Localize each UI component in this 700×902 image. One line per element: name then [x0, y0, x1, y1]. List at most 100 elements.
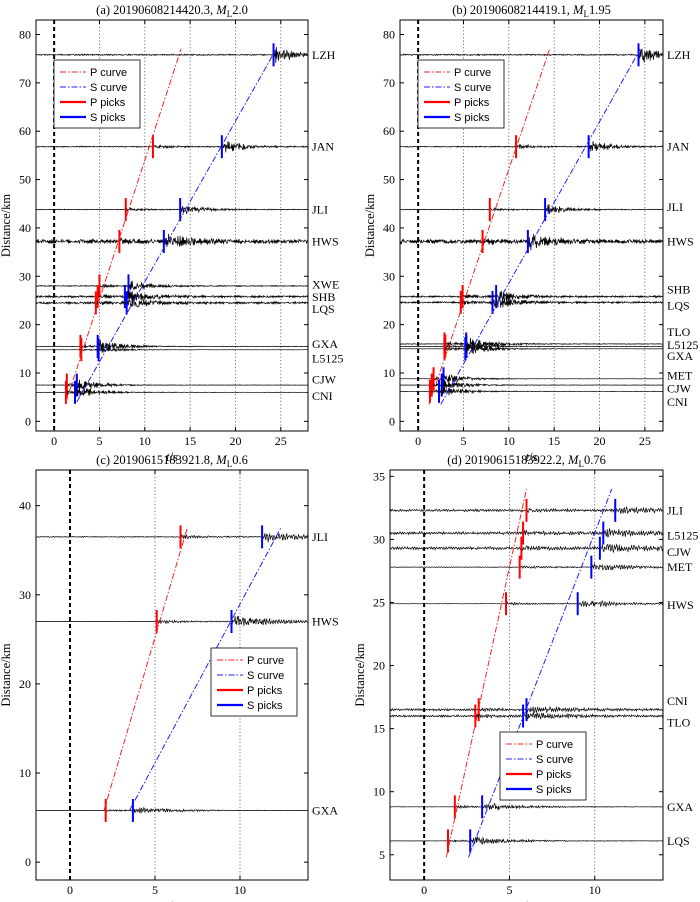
legend-p-curve-label: P curve	[90, 67, 127, 79]
legend: P curve S curve P picks S picks	[210, 647, 298, 717]
s-curve-line	[468, 488, 613, 858]
legend-s-picks-label: S picks	[536, 784, 572, 796]
plot-frame	[399, 19, 664, 432]
y-tick-label: 20	[19, 677, 31, 691]
chart-title: (b) 20190608214419.1, ML1.95	[452, 3, 611, 19]
x-axis-label: t/s	[166, 899, 178, 902]
waveform-trace	[400, 342, 663, 355]
waveform-trace	[400, 204, 663, 215]
station-label: CNI	[667, 694, 688, 708]
chart-title: (a) 20190608214420.3, ML2.0	[96, 3, 248, 19]
y-tick-label: 10	[19, 366, 31, 380]
waveform-trace	[36, 347, 308, 353]
legend-p-picks-label: P picks	[90, 97, 126, 109]
legend-s-picks-label: S picks	[454, 112, 490, 124]
plot-frame	[35, 469, 309, 881]
waveform-trace	[390, 835, 663, 845]
x-tick-label: 10	[234, 883, 246, 897]
chart-panel-a: (a) 20190608214420.3, ML2.0Distance/kmt/…	[0, 3, 343, 464]
station-label: HWS	[667, 234, 694, 248]
station-label: MET	[667, 368, 693, 382]
x-tick-label: 5	[152, 883, 158, 897]
waveform-trace	[400, 48, 663, 63]
title-magnitude-value: 1.95	[589, 3, 611, 17]
x-tick-label: 10	[589, 883, 601, 897]
station-label: TLO	[667, 325, 691, 339]
legend-p-picks-label: P picks	[454, 97, 490, 109]
waveform-trace	[36, 296, 308, 308]
station-label: CNI	[312, 389, 333, 403]
station-label: CJW	[667, 545, 692, 559]
station-label: GXA	[312, 337, 338, 351]
y-tick-label: 70	[383, 76, 395, 90]
waveforms	[36, 525, 308, 822]
title-main: (a) 20190608214420.3,	[96, 3, 216, 17]
y-tick-label: 20	[383, 318, 395, 332]
y-tick-label: 30	[19, 588, 31, 602]
legend-p-picks-label: P picks	[247, 685, 283, 697]
x-tick-label: 15	[548, 434, 560, 448]
x-axis-label: t/s	[521, 899, 533, 902]
y-tick-label: 25	[373, 595, 385, 609]
y-axis-label: Distance/km	[0, 194, 13, 257]
x-axis-label: t/s	[526, 450, 538, 464]
x-axis-label-t: t	[526, 450, 530, 464]
waveforms	[390, 488, 663, 858]
waveform-trace	[36, 615, 308, 627]
y-tick-label: 30	[373, 532, 385, 546]
waveform-trace	[390, 712, 663, 720]
chart-title: (d) 20190615183922.2, ML0.76	[447, 453, 606, 469]
x-axis-label-unit: /s	[170, 450, 178, 464]
station-label: SHB	[312, 290, 335, 304]
y-tick-label: 80	[383, 28, 395, 42]
station-label: L5125	[312, 351, 343, 365]
legend-s-picks-label: S picks	[247, 700, 283, 712]
station-label: GXA	[667, 349, 693, 363]
legend: P curve S curve P picks S picks	[417, 59, 505, 129]
waveform-trace	[400, 380, 663, 389]
y-tick-label: 70	[19, 76, 31, 90]
station-label: SHB	[667, 282, 690, 296]
station-label: CJW	[312, 373, 337, 387]
y-tick-label: 30	[383, 269, 395, 283]
y-tick-label: 5	[379, 848, 385, 862]
station-label: TLO	[667, 715, 691, 729]
station-label: JLI	[312, 530, 328, 544]
legend-s-picks-label: S picks	[90, 112, 126, 124]
y-tick-label: 0	[25, 414, 31, 428]
station-label: LQS	[667, 298, 690, 312]
title-magnitude-sub: L	[578, 459, 584, 469]
y-tick-label: 40	[19, 499, 31, 513]
station-label: LQS	[312, 302, 335, 316]
chart-panel-c: (c) 20190615183921.8, ML0.6Distance/kmt/…	[0, 453, 339, 902]
y-tick-label: 80	[19, 28, 31, 42]
waveform-trace	[400, 290, 663, 302]
y-tick-label: 60	[19, 124, 31, 138]
waveform-trace	[400, 233, 663, 251]
chart-panel-b: (b) 20190608214419.1, ML1.95Distance/kmt…	[363, 3, 698, 464]
y-tick-label: 20	[19, 318, 31, 332]
y-tick-label: 35	[373, 469, 385, 483]
waveform-trace	[36, 532, 308, 543]
legend-p-curve-label: P curve	[247, 655, 284, 667]
waveform-trace	[390, 562, 663, 571]
title-magnitude-symbol: M	[215, 3, 227, 17]
station-label: L5125	[667, 529, 698, 543]
title-magnitude-symbol: M	[567, 453, 579, 467]
p-curve-line	[103, 527, 188, 811]
station-label: JLI	[312, 203, 328, 217]
station-label: LQS	[667, 834, 690, 848]
y-tick-label: 20	[373, 659, 385, 673]
s-curve-line	[76, 48, 277, 403]
station-label: GXA	[312, 803, 338, 817]
waveform-trace	[390, 802, 663, 811]
x-axis-label-unit: /s	[170, 899, 178, 902]
title-magnitude-sub: L	[583, 9, 589, 19]
station-label: LZH	[312, 48, 336, 62]
station-label: HWS	[667, 598, 694, 612]
waveform-trace	[390, 600, 663, 608]
waveform-trace	[390, 543, 663, 554]
x-tick-label: 25	[275, 434, 287, 448]
station-label: CNI	[667, 395, 688, 409]
